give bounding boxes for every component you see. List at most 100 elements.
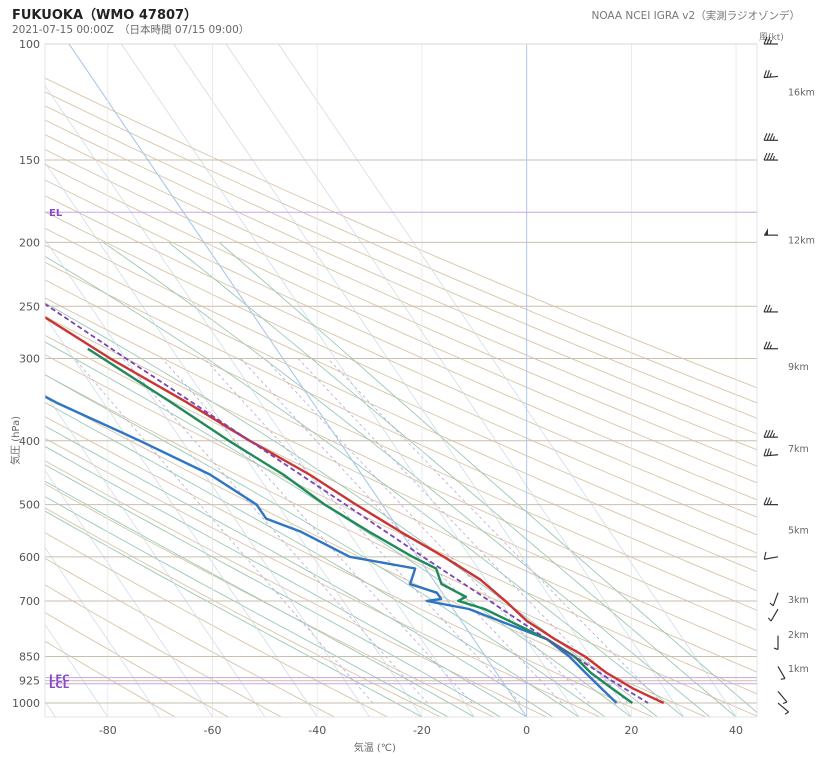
dry-adiabat [45,105,757,419]
wind-barb-full [766,429,771,438]
x-tick-label: -60 [204,724,222,737]
y-tick-label: 500 [19,499,40,512]
wind-barb-full [763,70,767,78]
wind-barb-full [763,448,767,457]
wind-barb [763,133,778,141]
isotherm [45,470,213,717]
dry-adiabat [45,211,757,536]
height-label: 1km [788,664,809,675]
dry-adiabat [45,557,335,717]
wind-barb-full [766,152,771,161]
wind-barb-staff [764,556,779,560]
dry-adiabat [45,179,757,501]
wind-barb [763,36,778,45]
wind-barb-full [763,551,767,560]
wind-barb-half [769,451,772,456]
x-axis-label: 気温 (℃) [354,741,396,754]
isotherm [225,44,684,717]
wind-barb-half [772,136,776,141]
wind-barb [763,69,779,79]
height-label: 5km [788,525,809,536]
mixing-ratio-line [297,358,629,704]
dry-adiabat [45,279,757,611]
wind-barb [777,690,788,705]
y-tick-label: 300 [19,352,40,365]
series-dew-point [45,395,618,704]
series-parcel [45,302,649,704]
dry-adiabat [45,119,757,435]
moist-adiabat [103,242,711,717]
wind-barb-full [769,429,774,438]
series-wet-bulb [87,347,633,704]
wind-barb-full [763,36,768,45]
data-source-label: NOAA NCEI IGRA v2（実測ラジオゾンデ） [591,10,801,22]
wind-barb-full [763,429,768,438]
dry-adiabat [45,354,757,695]
wind-barb-half [769,500,773,505]
y-tick-label: 925 [19,675,40,688]
wind-barb [763,152,778,161]
x-tick-label: 0 [523,724,530,737]
isotherm [45,162,423,717]
moist-adiabat [45,401,580,717]
wind-barb-full [766,69,770,78]
moist-adiabat [45,374,606,717]
wind-barb [763,551,779,560]
wind-barb-half [772,155,776,161]
x-tick-label: -20 [413,724,431,737]
dry-adiabat [45,416,654,717]
dry-adiabat [45,532,388,717]
dry-adiabat [45,394,707,717]
wind-barb-half [767,617,772,622]
dry-adiabat [45,195,757,518]
dry-adiabat [45,244,757,573]
moist-adiabat [45,425,554,717]
x-tick-label: -40 [308,724,326,737]
wind-barb-half [769,39,773,45]
height-label: 2km [788,630,809,641]
series-temperature [45,315,665,705]
isotherm [173,44,632,717]
wind-barb-staff [777,702,790,713]
plot-frame [44,43,758,718]
wind-barb-half [773,647,779,651]
y-tick-label: 200 [19,236,40,249]
wind-barb-staff [772,592,779,607]
dry-adiabat [45,315,757,652]
dry-adiabat [45,164,757,484]
wind-barb-staff [764,75,779,79]
y-tick-label: 600 [19,551,40,564]
moist-adiabat [45,445,527,717]
wind-barb [767,608,779,622]
wind-barb-full [769,133,774,141]
level-label-lfc: LFC [49,674,70,685]
wind-barb [763,497,778,506]
y-axis-label: 気圧 (hPa) [9,416,22,465]
level-label-el: EL [49,208,63,219]
dry-adiabat [45,334,757,673]
wind-barb [769,592,779,607]
mixing-ratio-line [240,358,563,704]
moist-adiabat [219,242,757,714]
isotherm [45,85,475,717]
moist-adiabat [45,510,423,717]
wind-barb-full [766,448,770,456]
wind-barb [763,304,778,313]
chart-title: FUKUOKA（WMO 47807） [12,8,198,23]
wind-barb-half [782,701,788,705]
mixing-ratio-line [73,358,374,704]
wind-barb-full [763,133,768,141]
height-label: 16km [788,87,815,98]
wind-barb-half [772,432,776,438]
wind-barb-staff [777,690,788,703]
x-tick-label: 20 [624,724,638,737]
wind-barb [763,429,778,438]
y-tick-label: 1000 [12,697,40,710]
isotherm [0,44,3,717]
wind-barb-flag [764,228,768,236]
moist-adiabat [45,480,475,717]
wind-barb-full [766,341,771,349]
isotherm [45,393,266,717]
mixing-ratio-line [204,358,521,704]
dry-adiabat [45,612,229,717]
